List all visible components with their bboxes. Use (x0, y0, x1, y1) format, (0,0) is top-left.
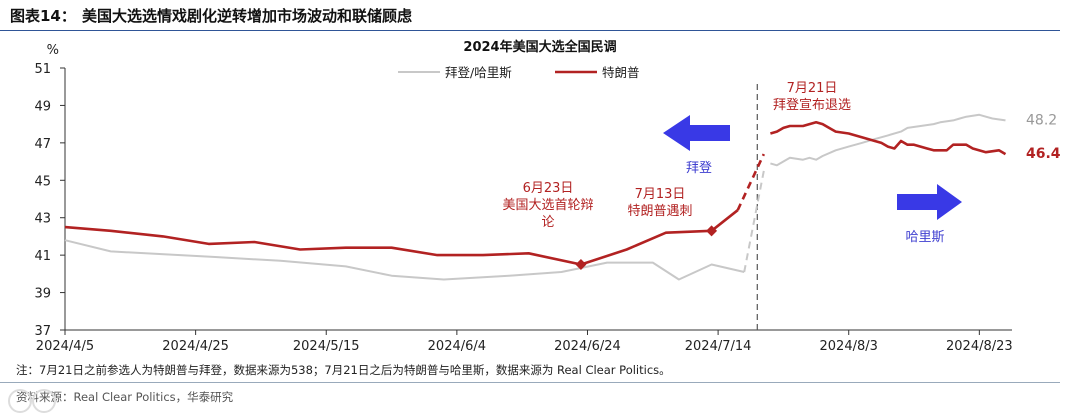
annotation-text: 6月23日 (523, 181, 574, 196)
annotation-text: 拜登宣布退选 (773, 97, 851, 113)
y-tick-label: 51 (34, 62, 51, 77)
end-label-trump: 46.4 (1026, 146, 1061, 162)
annotation-text: 论 (541, 215, 554, 230)
legend-label-trump: 特朗普 (602, 65, 640, 80)
y-tick-label: 47 (34, 137, 51, 152)
x-tick-label: 2024/4/5 (36, 339, 94, 354)
annotation-text: 特朗普遇刺 (627, 204, 692, 219)
figure-label: 图表14： (10, 7, 76, 25)
series-line-biden-harris (770, 113, 1006, 167)
annotation-text: 哈里斯 (905, 230, 944, 245)
series-line-trump (770, 121, 1007, 156)
x-tick-label: 2024/6/4 (428, 339, 486, 354)
x-tick-label: 2024/4/25 (162, 339, 229, 354)
y-tick-label: 37 (34, 324, 51, 339)
series-line-trump (736, 153, 765, 211)
y-tick-label: 49 (34, 99, 51, 114)
watermark-logo (8, 389, 56, 413)
y-tick-label: 41 (34, 249, 51, 264)
x-tick-label: 2024/8/23 (946, 339, 1013, 354)
event-marker (706, 225, 718, 237)
arrow-left-icon (663, 115, 730, 151)
figure-header: 图表14： 美国大选选情戏剧化逆转增加市场波动和联储顾虑 (0, 0, 1060, 31)
footer-divider (0, 382, 1060, 383)
chart-note: 注：7月21日之前参选人为特朗普与拜登，数据来源为538；7月21日之后为特朗普… (16, 363, 671, 377)
annotation-text: 7月13日 (635, 187, 686, 202)
annotation-text: 拜登 (686, 161, 712, 176)
legend-label-biden-harris: 拜登/哈里斯 (445, 65, 512, 80)
series-line-biden-harris (64, 239, 745, 281)
series-line-biden-harris (743, 170, 765, 273)
chart-source: 资料来源：Real Clear Politics，华泰研究 (16, 390, 234, 404)
end-label-biden-harris: 48.2 (1026, 112, 1057, 128)
chart-title: 2024年美国大选全国民调 (463, 40, 617, 55)
y-tick-label: 39 (34, 287, 51, 302)
x-tick-label: 2024/8/3 (820, 339, 878, 354)
x-tick-label: 2024/6/24 (554, 339, 621, 354)
y-tick-label: 45 (34, 174, 51, 189)
x-tick-label: 2024/7/14 (685, 339, 752, 354)
x-tick-label: 2024/5/15 (293, 339, 360, 354)
series-line-trump (64, 209, 739, 266)
figure-title: 美国大选选情戏剧化逆转增加市场波动和联储顾虑 (82, 7, 413, 25)
annotation-text: 7月21日 (787, 81, 838, 96)
y-tick-label: 43 (34, 212, 51, 227)
event-marker (575, 259, 587, 270)
annotation-text: 美国大选首轮辩 (502, 198, 593, 213)
y-axis-unit: % (47, 43, 59, 58)
arrow-right-icon (897, 184, 962, 220)
